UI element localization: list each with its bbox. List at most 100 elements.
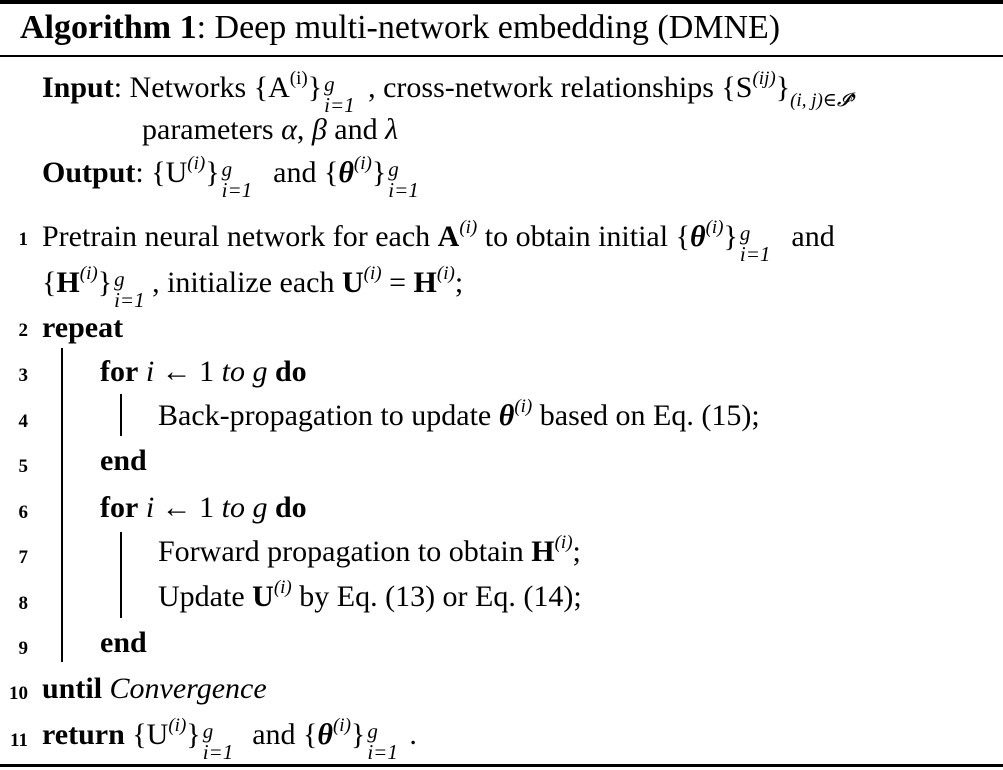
until-condition: Convergence bbox=[109, 672, 267, 705]
step-4-line: Back-propagation to update θ(i) based on… bbox=[158, 397, 760, 434]
output-label: Output bbox=[42, 156, 136, 189]
upper-index: g bbox=[388, 157, 399, 181]
for-loop-1: for i ← 1 to g do bbox=[100, 354, 307, 390]
and-text: and { bbox=[265, 156, 339, 189]
superscript: (i) bbox=[705, 217, 724, 238]
input-relationships-text: , cross-network relationships {S bbox=[368, 71, 753, 104]
superscript: (i) bbox=[459, 217, 478, 238]
theta-symbol: θ bbox=[317, 718, 333, 751]
theta-symbol: θ bbox=[689, 220, 706, 253]
loop-variable: i bbox=[145, 355, 155, 388]
line-number: 11 bbox=[10, 730, 28, 751]
end-keyword: end bbox=[100, 444, 147, 477]
index-range: g i=1 bbox=[201, 717, 245, 764]
algorithm-label: Algorithm 1 bbox=[20, 9, 197, 46]
for-block-bar-1 bbox=[120, 394, 122, 436]
upper-index: g bbox=[114, 267, 125, 291]
upper-index: g bbox=[202, 719, 214, 743]
comma: , bbox=[849, 71, 858, 104]
superscript: (i) bbox=[554, 532, 573, 553]
step-text: {U bbox=[124, 718, 169, 751]
superscript: (i) bbox=[353, 153, 372, 174]
assign-arrow: ← 1 bbox=[154, 355, 222, 388]
brace: } bbox=[371, 156, 387, 189]
step-1-line-a: Pretrain neural network for each A(i) to… bbox=[42, 217, 835, 266]
brace: } bbox=[97, 266, 113, 299]
brace: } bbox=[723, 220, 738, 253]
input-networks-text: : Networks {A bbox=[113, 71, 290, 104]
step-text: and bbox=[783, 220, 835, 253]
step-text: by Eq. (13) or Eq. (14); bbox=[291, 580, 582, 613]
step-text: Pretrain neural network for each bbox=[42, 220, 438, 253]
superscript: (i) bbox=[289, 68, 308, 89]
lower-index: i=1 bbox=[221, 178, 253, 202]
line-number: 3 bbox=[18, 365, 29, 386]
lambda-symbol: λ bbox=[385, 113, 399, 146]
for-keyword: for bbox=[100, 491, 139, 524]
parameters-text: parameters bbox=[142, 113, 282, 146]
lower-index: i=1 bbox=[114, 288, 145, 312]
lower-index: i=1 bbox=[202, 740, 234, 764]
superscript: (i) bbox=[168, 715, 187, 736]
top-rule bbox=[0, 0, 1003, 4]
brace: } bbox=[775, 71, 791, 104]
step-8-line: Update U(i) by Eq. (13) or Eq. (14); bbox=[158, 577, 582, 615]
lower-index: i=1 bbox=[388, 178, 419, 202]
matrix-U: U bbox=[342, 266, 364, 299]
beta-symbol: β bbox=[311, 113, 327, 146]
subscript: (i, j)∈𝓘 bbox=[790, 90, 850, 111]
matrix-H: H bbox=[413, 266, 437, 299]
index-range: g i=1 bbox=[322, 70, 368, 117]
matrix-H: H bbox=[531, 535, 555, 568]
and-text: and { bbox=[244, 718, 318, 751]
period: . bbox=[409, 718, 417, 751]
repeat-block-bar bbox=[61, 348, 63, 662]
output-line: Output: {U(i)} g i=1 and {θ(i)} g i=1 bbox=[42, 153, 432, 202]
superscript: (i) bbox=[332, 715, 351, 736]
theta-symbol: θ bbox=[498, 399, 515, 432]
input-label: Input bbox=[42, 71, 114, 104]
return-keyword: return bbox=[42, 718, 125, 751]
until-line: until Convergence bbox=[42, 671, 267, 707]
loop-variable: i bbox=[145, 491, 155, 524]
index-range: g i=1 bbox=[112, 265, 152, 312]
step-1-line-b: {H(i)} g i=1, initialize each U(i) = H(i); bbox=[42, 264, 464, 312]
equals: = bbox=[381, 266, 414, 299]
line-number: 9 bbox=[18, 638, 29, 659]
brace: } bbox=[307, 71, 323, 104]
line-number: 6 bbox=[18, 502, 29, 523]
loop-bound: to g bbox=[221, 355, 268, 388]
algorithm-title: Algorithm 1: Deep multi-network embeddin… bbox=[20, 8, 780, 48]
brace: { bbox=[42, 266, 57, 299]
for-keyword: for bbox=[100, 355, 139, 388]
brace: } bbox=[350, 718, 366, 751]
step-text: based on Eq. (15); bbox=[532, 399, 760, 432]
brace: } bbox=[186, 718, 201, 751]
superscript: (i) bbox=[273, 577, 292, 598]
superscript: (i) bbox=[187, 153, 206, 174]
upper-index: g bbox=[324, 72, 335, 96]
semicolon: ; bbox=[454, 266, 464, 299]
upper-index: g bbox=[739, 221, 751, 245]
step-text: Forward propagation to obtain bbox=[158, 535, 532, 568]
upper-index: g bbox=[221, 157, 233, 181]
step-text: , initialize each bbox=[152, 266, 342, 299]
line-number: 2 bbox=[18, 320, 29, 341]
index-range: g i=1 bbox=[738, 219, 784, 266]
lower-index: i=1 bbox=[324, 93, 355, 117]
matrix-A: A bbox=[437, 220, 460, 253]
for-block-bar-2 bbox=[120, 532, 122, 618]
assign-arrow: ← 1 bbox=[154, 491, 222, 524]
index-range: g i=1 bbox=[386, 155, 432, 202]
index-range: g i=1 bbox=[365, 717, 409, 764]
do-keyword: do bbox=[275, 491, 307, 524]
algorithm-name: : Deep multi-network embedding (DMNE) bbox=[196, 9, 781, 46]
input-line-2: parameters α, β and λ bbox=[142, 112, 398, 148]
matrix-H: H bbox=[56, 266, 80, 299]
title-rule bbox=[0, 55, 1003, 57]
line-number: 4 bbox=[18, 411, 29, 432]
index-range: g i=1 bbox=[220, 155, 266, 202]
line-number: 5 bbox=[18, 456, 29, 477]
step-text: Update bbox=[158, 580, 253, 613]
line-number: 8 bbox=[18, 593, 29, 614]
